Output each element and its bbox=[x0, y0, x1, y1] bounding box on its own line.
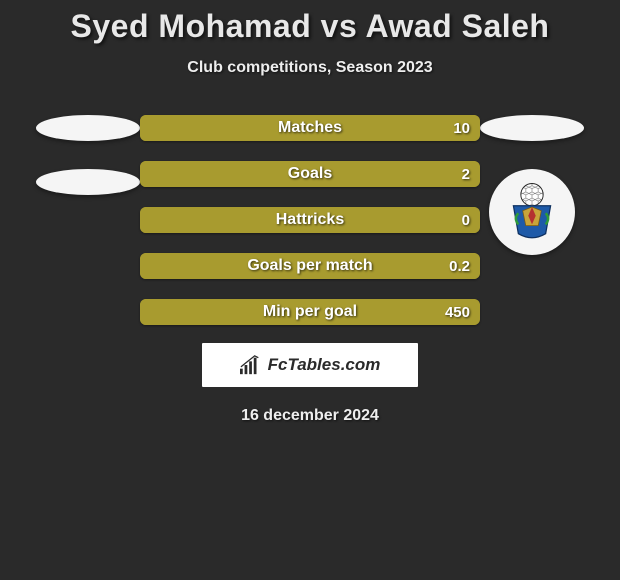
stat-label: Hattricks bbox=[140, 207, 480, 233]
attribution-text: FcTables.com bbox=[268, 355, 381, 375]
comparison-card: Syed Mohamad vs Awad Saleh Club competit… bbox=[0, 0, 620, 425]
comparison-area: Matches10 Goals2 Hattricks0 Goals per match… bbox=[0, 115, 620, 325]
player-right-avatar-placeholder bbox=[480, 115, 584, 141]
attribution-badge[interactable]: FcTables.com bbox=[202, 343, 418, 387]
stat-label: Goals bbox=[140, 161, 480, 187]
stat-bar: Goals per match0.2 bbox=[140, 253, 480, 279]
stat-value-right: 10 bbox=[453, 115, 470, 141]
stat-bar: Matches10 bbox=[140, 115, 480, 141]
player-left-avatar-placeholder-2 bbox=[36, 169, 140, 195]
stat-value-right: 2 bbox=[462, 161, 470, 187]
bar-chart-icon bbox=[240, 355, 262, 375]
stat-value-right: 0 bbox=[462, 207, 470, 233]
stat-bar: Goals2 bbox=[140, 161, 480, 187]
subtitle: Club competitions, Season 2023 bbox=[0, 59, 620, 77]
stat-bars: Matches10 Goals2 Hattricks0 Goals per match… bbox=[140, 115, 480, 325]
stat-label: Goals per match bbox=[140, 253, 480, 279]
stat-value-right: 450 bbox=[445, 299, 470, 325]
page-title: Syed Mohamad vs Awad Saleh bbox=[0, 8, 620, 45]
club-badge bbox=[489, 169, 575, 255]
date-text: 16 december 2024 bbox=[0, 407, 620, 425]
stat-label: Matches bbox=[140, 115, 480, 141]
club-crest-icon bbox=[501, 181, 563, 243]
player-left-column bbox=[36, 115, 140, 195]
stat-label: Min per goal bbox=[140, 299, 480, 325]
stat-bar: Hattricks0 bbox=[140, 207, 480, 233]
player-left-avatar-placeholder-1 bbox=[36, 115, 140, 141]
stat-value-right: 0.2 bbox=[449, 253, 470, 279]
stat-bar: Min per goal450 bbox=[140, 299, 480, 325]
player-right-column bbox=[480, 115, 584, 255]
